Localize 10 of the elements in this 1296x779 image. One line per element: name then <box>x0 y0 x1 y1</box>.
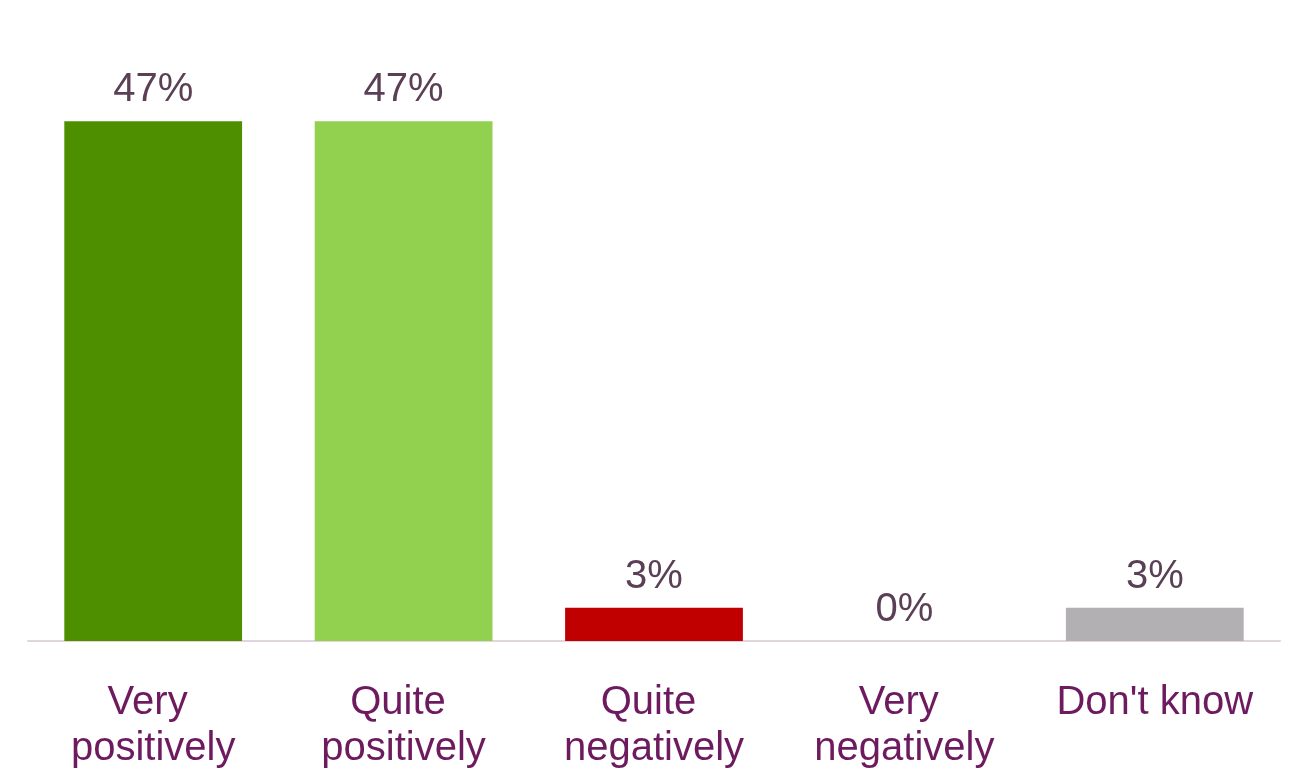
data-label: 47% <box>113 65 194 110</box>
x-tick-label: Very negatively <box>814 678 995 768</box>
data-label: 47% <box>363 65 444 110</box>
x-tick-label: Very positively <box>70 678 236 768</box>
data-label: 3% <box>1125 551 1184 596</box>
x-tick-label: Quite negatively <box>563 678 745 768</box>
data-label: 0% <box>875 585 934 629</box>
x-tick-label: Quite positively <box>321 678 486 768</box>
data-label: 3% <box>625 551 683 596</box>
x-tick-label: Don't know <box>1056 678 1254 722</box>
